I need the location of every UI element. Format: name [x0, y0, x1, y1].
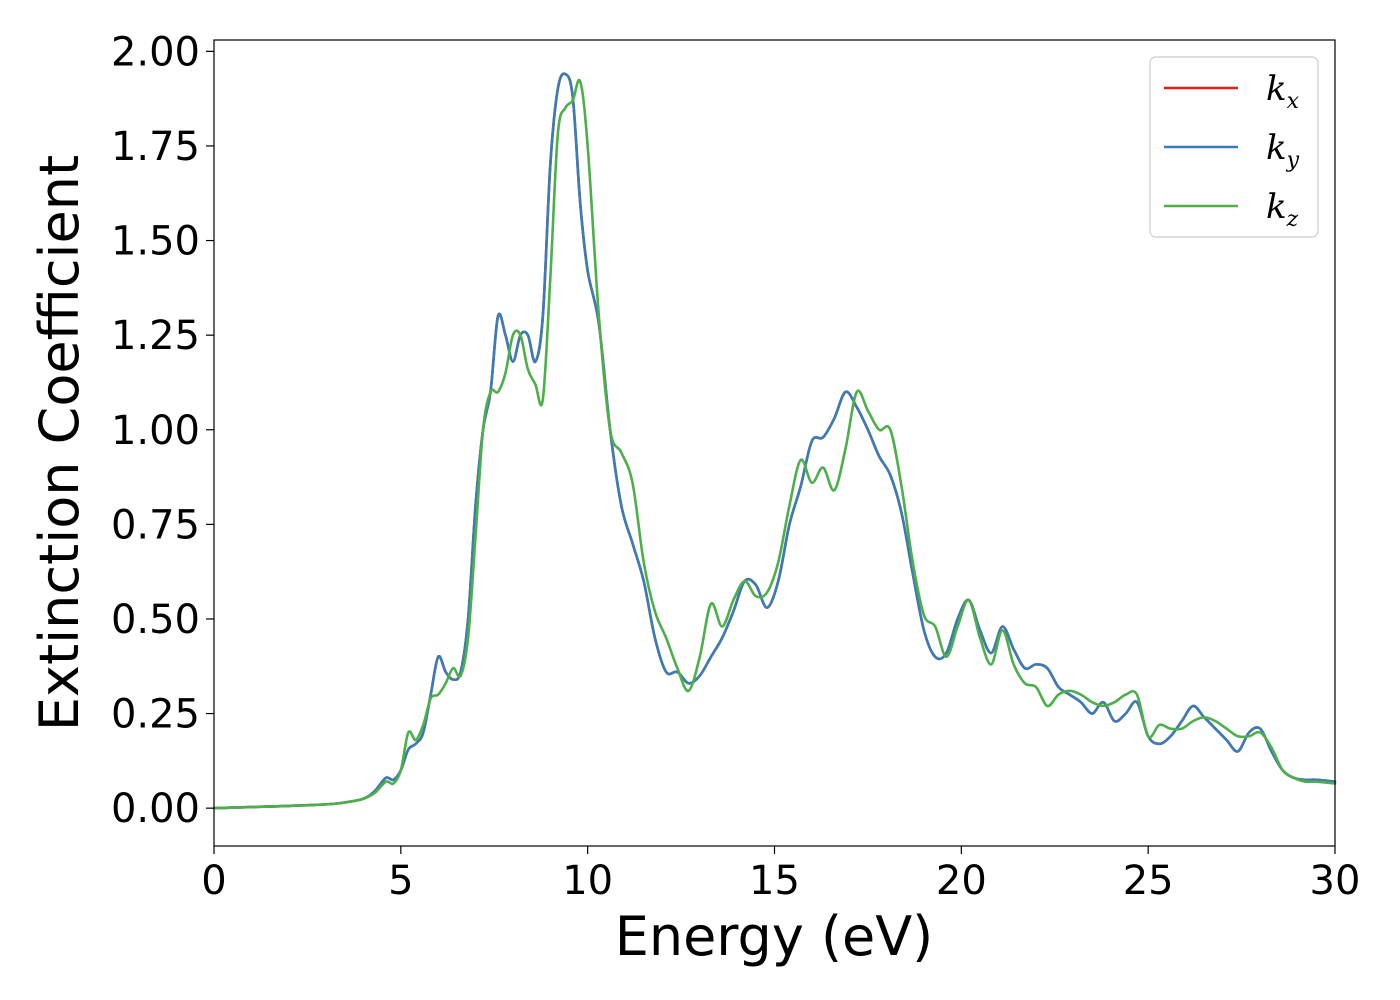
- series-layer: [212, 72, 1337, 810]
- x-tick-label: 10: [562, 858, 613, 904]
- series-line-y: [212, 72, 1337, 810]
- y-axis-ticks: 0.00 0.25 0.50 0.75 1.00 1.25 1.50 1.75 2.00: [111, 29, 214, 832]
- y-tick-label: 0.00: [111, 786, 200, 832]
- x-tick-label: 0: [201, 858, 226, 904]
- plot-background: [214, 40, 1335, 846]
- x-axis-ticks: 0 5 10 15 20 25 30: [201, 846, 1360, 904]
- x-tick-label: 20: [936, 858, 987, 904]
- x-tick-label: 15: [749, 858, 800, 904]
- series-line-z: [212, 78, 1337, 810]
- y-tick-label: 0.75: [111, 502, 200, 548]
- x-axis-title: Energy (eV): [615, 905, 934, 968]
- y-tick-label: 1.75: [111, 124, 200, 170]
- legend-label-z: kz: [1266, 187, 1299, 232]
- y-tick-label: 1.25: [111, 313, 200, 359]
- y-tick-label: 0.25: [111, 692, 200, 738]
- x-tick-label: 30: [1310, 858, 1361, 904]
- x-tick-label: 25: [1123, 858, 1174, 904]
- legend-label-y: ky: [1266, 128, 1300, 173]
- legend-label-x: kx: [1266, 69, 1300, 114]
- y-tick-label: 0.50: [111, 597, 200, 643]
- x-tick-label: 5: [388, 858, 413, 904]
- y-tick-label: 1.00: [111, 408, 200, 454]
- y-tick-label: 2.00: [111, 29, 200, 75]
- legend: kx ky kz: [1149, 56, 1319, 238]
- y-axis-title: Extinction Coefficient: [28, 155, 91, 731]
- y-tick-label: 1.50: [111, 219, 200, 265]
